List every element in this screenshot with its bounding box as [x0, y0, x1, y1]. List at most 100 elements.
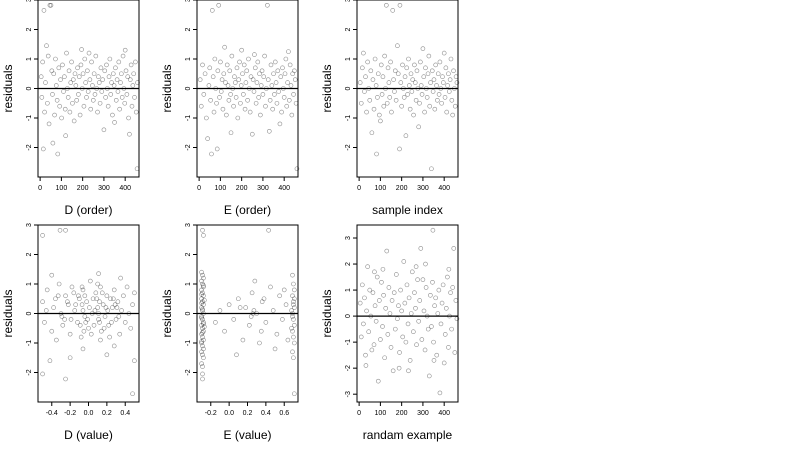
data-point [55, 293, 61, 299]
data-point [102, 314, 108, 319]
data-point [63, 293, 68, 299]
data-point [72, 71, 78, 77]
data-point [200, 308, 205, 313]
data-point [368, 68, 374, 74]
data-point [50, 140, 56, 146]
data-point [278, 74, 284, 79]
data-point [112, 120, 117, 125]
data-point [292, 296, 297, 302]
data-point [425, 71, 431, 77]
data-point [56, 65, 62, 71]
data-point [122, 320, 128, 325]
data-point [103, 305, 109, 310]
x-tick-label: 200 [396, 410, 408, 417]
data-point [65, 95, 71, 100]
data-point [257, 71, 262, 77]
data-point [259, 68, 265, 74]
data-point [422, 109, 427, 115]
data-point [392, 89, 397, 94]
data-point [253, 100, 259, 106]
data-point [62, 317, 67, 322]
data-point [251, 308, 257, 313]
data-point [131, 71, 136, 77]
data-point [250, 311, 256, 316]
data-point [45, 100, 50, 106]
data-point [81, 103, 87, 109]
data-point [130, 391, 135, 397]
data-point [128, 62, 134, 68]
data-point [430, 279, 435, 285]
data-point [73, 83, 79, 88]
data-point [387, 311, 393, 316]
data-point [117, 331, 123, 337]
data-point [247, 86, 252, 91]
data-point [62, 106, 68, 112]
data-point [104, 352, 110, 358]
y-tick-label: 1 [345, 288, 352, 292]
y-axis-title: residuals [160, 64, 174, 112]
data-point [62, 74, 67, 79]
y-tick-label: -1 [185, 115, 192, 121]
data-point [64, 50, 69, 56]
data-point [380, 266, 386, 272]
data-point [401, 95, 407, 100]
x-tick-label: 0.4 [261, 410, 271, 417]
data-point [431, 339, 436, 345]
data-point [263, 103, 268, 109]
data-point [367, 287, 373, 293]
data-point [133, 109, 139, 115]
data-point [382, 53, 387, 59]
data-point [87, 305, 92, 310]
data-point [249, 290, 255, 296]
data-point [291, 334, 296, 340]
data-point [39, 95, 45, 100]
data-point [226, 98, 232, 103]
data-point [200, 334, 205, 340]
data-point [38, 74, 44, 79]
data-point [216, 3, 221, 8]
data-point [116, 59, 122, 65]
data-point [220, 106, 226, 112]
y-tick-label: 1 [26, 57, 33, 61]
data-point [291, 299, 296, 305]
data-point [99, 89, 105, 94]
data-point [208, 98, 213, 103]
data-point [434, 83, 439, 88]
data-point [209, 151, 214, 157]
data-point [76, 293, 81, 299]
y-tick-label: 1 [26, 282, 33, 286]
data-point [447, 313, 452, 319]
data-point [73, 302, 78, 307]
data-point [110, 112, 115, 118]
data-point [412, 80, 418, 85]
data-point [441, 80, 446, 85]
data-point [43, 308, 49, 313]
data-point [218, 59, 223, 65]
data-point [379, 92, 385, 97]
y-tick-label: 3 [345, 0, 352, 2]
data-point [80, 346, 86, 352]
data-point [103, 95, 108, 100]
y-tick-label: 0 [185, 311, 192, 315]
data-point [224, 62, 230, 68]
data-point [424, 86, 429, 91]
data-point [227, 68, 233, 74]
data-point [60, 322, 66, 328]
y-tick-label: -2 [26, 369, 33, 375]
x-axis-title: randam example [363, 428, 453, 442]
data-point [111, 343, 117, 349]
data-point [292, 340, 297, 346]
data-point [423, 285, 429, 290]
data-point [375, 95, 380, 100]
data-point [437, 59, 443, 65]
data-point [401, 86, 406, 91]
data-point [119, 71, 124, 77]
data-point [201, 355, 206, 361]
data-point [75, 65, 80, 71]
y-tick-label: -2 [185, 144, 192, 150]
data-point [119, 95, 125, 100]
data-point [107, 334, 112, 340]
data-point [452, 86, 457, 91]
data-point [200, 62, 205, 68]
